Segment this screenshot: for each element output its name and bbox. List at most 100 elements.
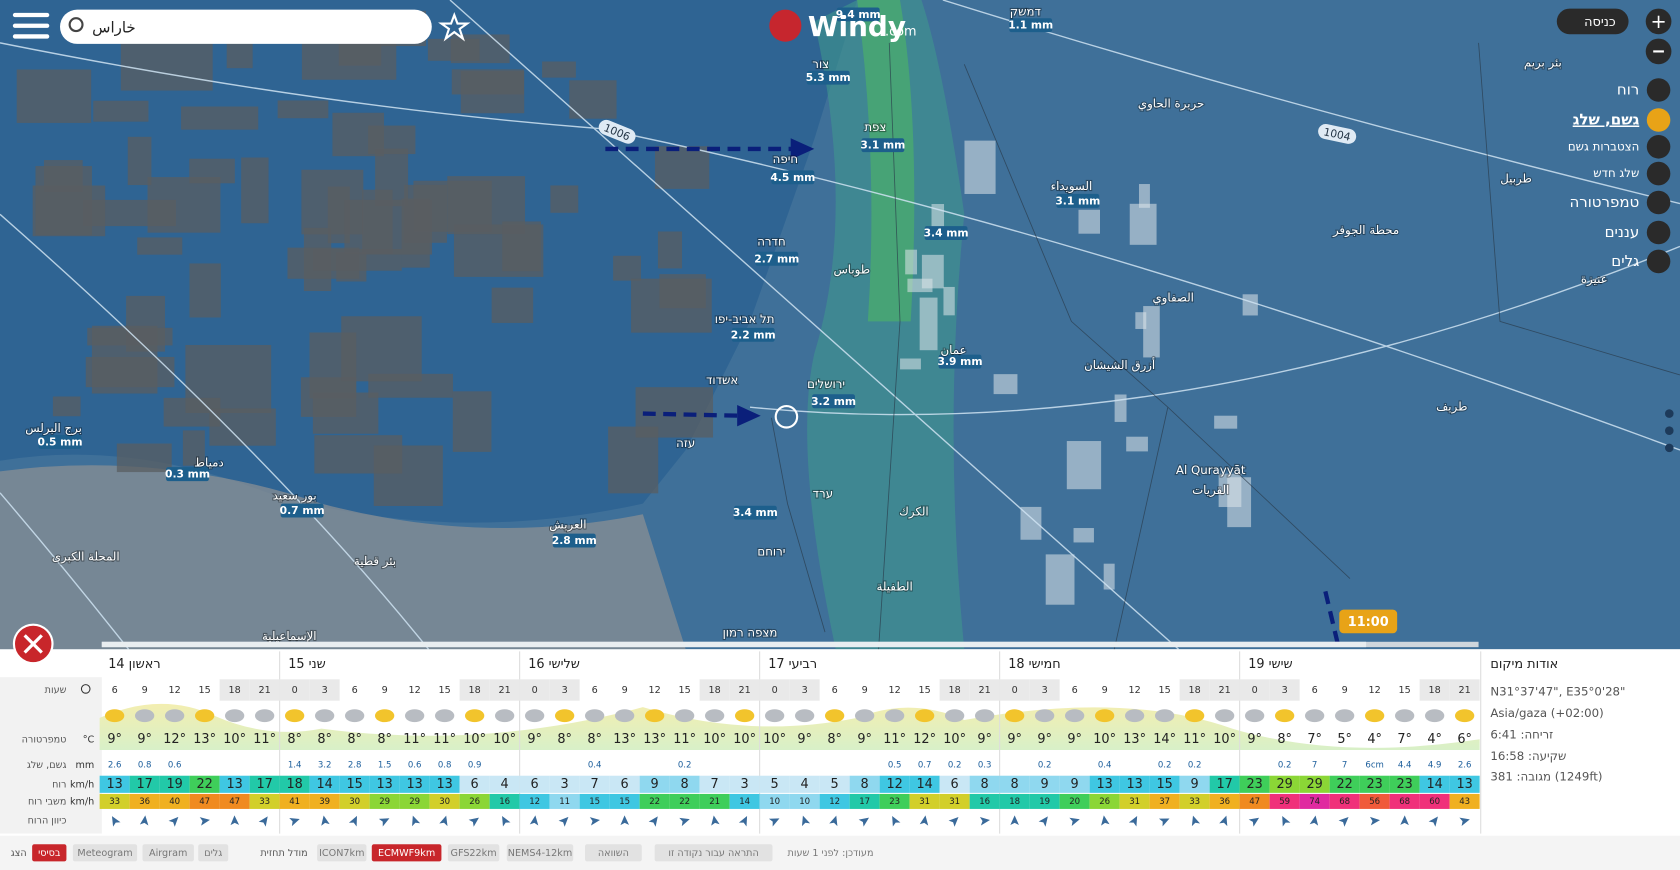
place-name: بئر قطية	[354, 554, 396, 569]
wind: 6	[531, 777, 539, 792]
footer-button[interactable]	[371, 844, 442, 862]
wind-cell	[669, 775, 700, 793]
footer-button-label[interactable]: ICON7km	[319, 848, 364, 859]
layer-icon[interactable]	[1646, 249, 1671, 274]
hour: 0	[772, 685, 778, 696]
footer-button-label[interactable]: השוואה	[598, 848, 629, 859]
weather-icon	[1125, 709, 1145, 723]
wind-direction	[1400, 815, 1409, 826]
hour: 0	[292, 685, 298, 696]
layer-icon[interactable]	[1646, 78, 1671, 102]
zoom-in[interactable]	[1645, 8, 1672, 35]
precipitation: 0.6	[408, 761, 422, 771]
place-name: צפת	[864, 120, 886, 134]
footer-button-label[interactable]: NEMS4-12km	[508, 848, 573, 859]
forecast-table: שעות טמפרטורה גשם, שלג רוח משבי רוח כיוון הרו…	[22, 651, 1480, 834]
layer-icon[interactable]	[1646, 161, 1671, 186]
gust-cell	[819, 793, 850, 809]
search-text[interactable]: خاراس	[92, 18, 136, 36]
footer-button-label[interactable]: Meteogram	[77, 848, 132, 859]
weather-icon	[825, 709, 845, 723]
gusts: 31	[919, 797, 930, 807]
layer-label[interactable]: שלג חדש	[1593, 166, 1639, 180]
footer-button[interactable]	[142, 844, 194, 862]
wind-direction	[948, 816, 959, 827]
location-marker[interactable]	[774, 405, 799, 429]
day-header: שני 15	[288, 657, 326, 672]
gusts: 60	[1429, 797, 1440, 807]
hour: 0	[1252, 685, 1258, 696]
wind-direction	[858, 817, 870, 827]
hour: 12	[1369, 685, 1381, 696]
footer-button-label[interactable]: גלים	[204, 848, 222, 859]
footer-button[interactable]	[32, 844, 67, 862]
layer-label[interactable]: טמפרטורה	[1569, 193, 1639, 211]
isobar-label: 1004	[1322, 125, 1352, 143]
footer-button[interactable]	[72, 844, 138, 862]
hour: 3	[1042, 685, 1048, 696]
layer-label[interactable]: עננים	[1605, 223, 1640, 241]
temperature: 8°	[1277, 732, 1292, 747]
day-header: שישי 19	[1248, 657, 1292, 672]
favorite-star[interactable]	[438, 11, 471, 42]
precip-badge	[938, 354, 982, 369]
timeline-handle[interactable]	[1339, 609, 1398, 634]
layer-icon[interactable]	[1646, 135, 1671, 159]
footer-button-label[interactable]: GFS22km	[451, 848, 497, 859]
gust-cell	[909, 793, 940, 809]
wind-cell	[1269, 775, 1300, 793]
wind-direction	[199, 817, 210, 826]
layer-label[interactable]: רוח	[1617, 81, 1639, 99]
wind: 13	[406, 777, 422, 792]
hour: 6	[592, 685, 598, 696]
footer-button[interactable]	[506, 844, 574, 862]
wind-direction	[1369, 816, 1380, 826]
footer-button-label[interactable]: התראה עבור נקודה זו	[668, 848, 758, 859]
wind-direction	[589, 817, 600, 826]
precip-label: 0.7 mm	[280, 504, 325, 517]
hour: 21	[1459, 685, 1471, 696]
wind-direction	[892, 815, 901, 827]
hour: 6	[112, 685, 118, 696]
hour: 3	[562, 685, 568, 696]
layer-icon[interactable]	[1646, 190, 1671, 215]
wind-direction	[1219, 815, 1228, 827]
layer-label[interactable]: גשם, שלג	[1573, 111, 1640, 129]
footer-button-label[interactable]: בסיסי	[38, 848, 61, 859]
map[interactable]: 9.4 mm 1.1 mm 5.3 mm 3.1 mm 4.5 mm 3.1 mm 3.4 …	[0, 0, 1680, 745]
day-header: רביעי 17	[768, 657, 817, 672]
zoom-out-icon	[1653, 50, 1664, 53]
footer-button[interactable]	[447, 844, 500, 862]
day-header: ראשון 14	[108, 657, 160, 672]
wind-cell	[999, 775, 1030, 793]
place-name: الطفيلة	[877, 580, 913, 594]
temperature: 12°	[913, 732, 936, 747]
footer-button[interactable]	[317, 844, 367, 862]
borders	[771, 42, 1680, 650]
weather-icon	[1095, 709, 1115, 723]
precip-badge	[280, 503, 324, 518]
cloud-patch	[373, 445, 443, 506]
layer-label[interactable]: גלים	[1611, 252, 1639, 270]
layer-icon[interactable]	[1646, 108, 1671, 132]
cloud-patch	[491, 287, 534, 323]
layer-icon[interactable]	[1646, 220, 1671, 245]
precip-label: 3.4 mm	[924, 227, 969, 240]
hour: 12	[889, 685, 901, 696]
footer-button[interactable]	[198, 844, 229, 862]
hour: 18	[709, 685, 721, 696]
weather-icon	[315, 709, 335, 723]
login-text[interactable]: כניסה	[1584, 15, 1616, 30]
footer-button[interactable]	[654, 844, 773, 862]
layer-label[interactable]: הצטברות גשם	[1568, 139, 1639, 153]
login-button[interactable]	[1556, 8, 1629, 35]
wind-direction	[1069, 817, 1080, 827]
footer-button-label[interactable]: Airgram	[149, 848, 187, 859]
search-box[interactable]	[60, 9, 432, 44]
zoom-in-icon: +	[1650, 10, 1666, 33]
clock-icon	[80, 684, 91, 694]
wind: 15	[1156, 777, 1172, 792]
footer-button[interactable]	[585, 844, 642, 862]
menu-button[interactable]	[12, 12, 50, 39]
footer-button-label[interactable]: ECMWF9km	[378, 848, 435, 859]
